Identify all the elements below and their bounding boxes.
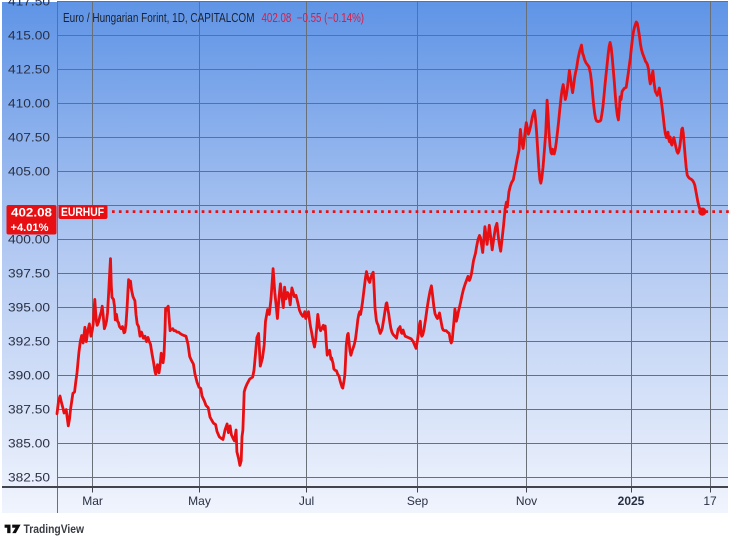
svg-text:Euro / Hungarian Forint, 1D, C: Euro / Hungarian Forint, 1D, CAPITALCOM xyxy=(63,11,255,25)
svg-text:397.50: 397.50 xyxy=(8,269,50,281)
svg-text:402.08 −0.55 (−0.14%): 402.08 −0.55 (−0.14%) xyxy=(262,11,365,25)
svg-text:TradingView: TradingView xyxy=(24,522,85,536)
svg-text:412.50: 412.50 xyxy=(8,65,50,77)
svg-text:410.00: 410.00 xyxy=(8,99,50,111)
svg-text:Nov: Nov xyxy=(516,494,537,508)
svg-text:407.50: 407.50 xyxy=(8,133,50,145)
svg-text:405.00: 405.00 xyxy=(8,167,50,179)
svg-text:2025: 2025 xyxy=(618,494,645,508)
svg-text:Sep: Sep xyxy=(407,494,429,508)
svg-text:415.00: 415.00 xyxy=(8,31,50,43)
svg-text:Mar: Mar xyxy=(82,494,103,508)
svg-text:402.08: 402.08 xyxy=(11,206,52,220)
svg-text:382.50: 382.50 xyxy=(8,473,50,485)
svg-text:395.00: 395.00 xyxy=(8,303,50,315)
svg-text:+4.01%: +4.01% xyxy=(11,222,49,234)
svg-text:17: 17 xyxy=(703,494,717,508)
svg-text:385.00: 385.00 xyxy=(8,439,50,451)
svg-text:EURHUF: EURHUF xyxy=(61,207,104,219)
svg-text:400.00: 400.00 xyxy=(8,235,50,247)
svg-text:Jul: Jul xyxy=(299,494,314,508)
svg-text:390.00: 390.00 xyxy=(8,371,50,383)
svg-text:417.50: 417.50 xyxy=(8,0,50,9)
svg-text:387.50: 387.50 xyxy=(8,405,50,417)
svg-text:392.50: 392.50 xyxy=(8,337,50,349)
svg-text:May: May xyxy=(188,494,211,508)
